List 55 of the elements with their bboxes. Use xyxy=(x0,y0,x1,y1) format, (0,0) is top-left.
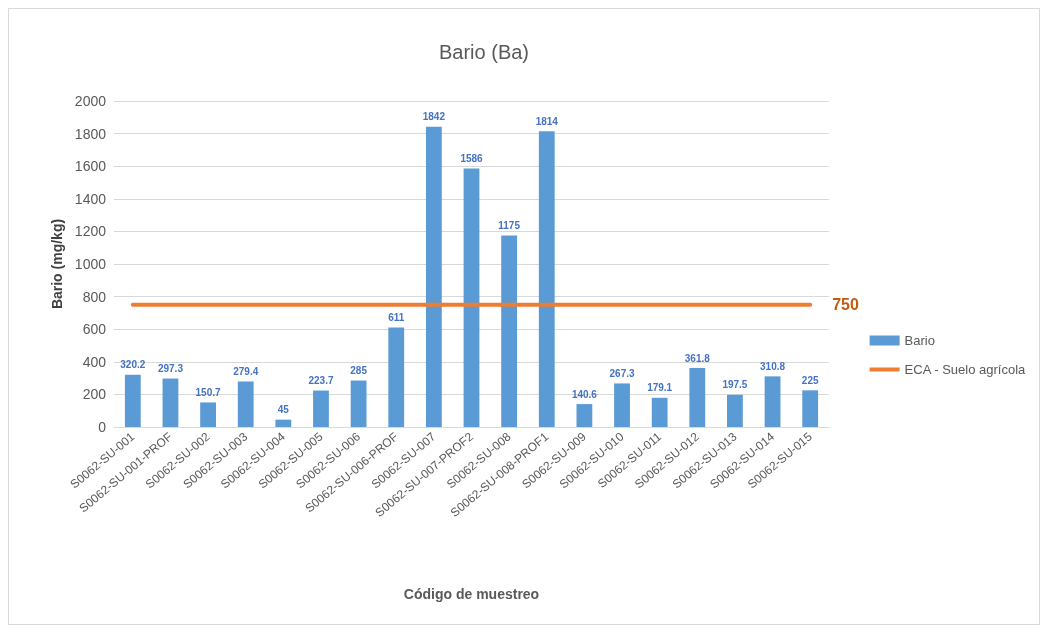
data-label: 285 xyxy=(350,365,368,377)
bar xyxy=(200,402,216,427)
y-tick-label: 600 xyxy=(82,321,107,338)
y-tick-label: 2000 xyxy=(74,93,107,109)
data-label: 750 xyxy=(832,296,859,314)
y-tick-label: 400 xyxy=(82,353,107,370)
y-tick-label: 800 xyxy=(82,288,107,305)
bar xyxy=(576,404,593,427)
bar xyxy=(538,131,555,427)
y-tick-label: 1800 xyxy=(74,125,107,142)
chart-title: Bario (Ba) xyxy=(438,41,530,63)
y-tick-label: 200 xyxy=(82,386,107,403)
bar xyxy=(463,168,480,427)
bar xyxy=(275,419,292,427)
data-label: 197.5 xyxy=(722,379,748,391)
bar xyxy=(162,378,179,427)
data-label: 1586 xyxy=(460,152,484,164)
data-label: 1814 xyxy=(535,115,559,127)
data-label: 223.7 xyxy=(308,375,334,387)
data-label: 1175 xyxy=(498,219,521,231)
y-tick-label: 1400 xyxy=(74,190,107,207)
bar xyxy=(124,374,141,427)
data-label: 179.1 xyxy=(647,382,673,394)
y-tick-label: 1600 xyxy=(74,158,107,175)
bar xyxy=(425,126,442,427)
bar xyxy=(313,390,329,427)
data-label: 320.2 xyxy=(120,359,146,371)
bar xyxy=(727,394,743,427)
bar xyxy=(388,327,405,427)
legend-label: ECA - Suelo agrícola xyxy=(904,362,1027,377)
bar xyxy=(689,368,706,427)
y-axis-title: Bario (mg/kg) xyxy=(48,218,65,310)
data-label: 611 xyxy=(388,311,405,323)
data-label: 225 xyxy=(801,374,819,386)
x-axis-title: Código de muestreo xyxy=(403,586,540,602)
data-label: 361.8 xyxy=(684,352,711,364)
data-label: 279.4 xyxy=(233,365,259,377)
y-tick-label: 1200 xyxy=(74,223,107,240)
data-label: 140.6 xyxy=(571,388,598,400)
data-label: 267.3 xyxy=(609,367,635,379)
data-label: 310.8 xyxy=(760,360,786,372)
bar xyxy=(651,397,668,427)
bar xyxy=(350,380,367,427)
y-tick-label: 0 xyxy=(98,419,107,435)
data-label: 45 xyxy=(277,404,290,416)
data-label: 297.3 xyxy=(157,363,184,375)
data-label: 150.7 xyxy=(195,386,222,398)
bar xyxy=(501,235,518,427)
bar xyxy=(237,381,254,427)
bar xyxy=(802,390,819,427)
legend-label: Bario xyxy=(904,333,935,348)
data-label: 1842 xyxy=(422,111,446,123)
bar xyxy=(764,376,781,427)
bar xyxy=(614,383,630,427)
y-tick-label: 1000 xyxy=(74,256,107,272)
